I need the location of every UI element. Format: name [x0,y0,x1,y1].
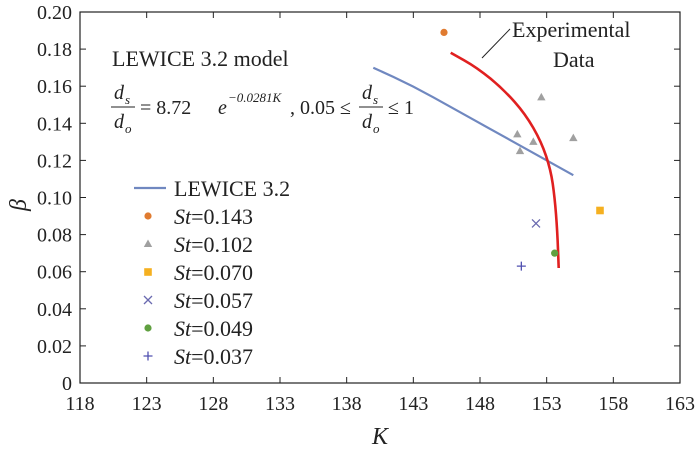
legend-marker [143,239,153,247]
y-tick-label: 0.16 [37,76,72,98]
data-point-st-0-102 [515,146,525,155]
y-tick-label: 0.14 [37,113,72,135]
y-tick-label: 0.08 [37,225,72,247]
legend-marker [144,268,152,276]
y-tick-label: 0.04 [37,299,72,321]
formula-equals: = 8.72 [140,97,191,119]
x-axis-title: K [371,424,390,449]
legend-label: St=0.057 [174,288,253,313]
legend-marker [144,212,152,220]
data-point-st-0-070 [596,206,604,215]
legend-label: St=0.102 [174,232,253,257]
y-tick-label: 0.12 [37,150,72,172]
y-tick-label: 0 [62,373,72,395]
formula-lhs-denominator: d [114,111,125,133]
formula-e: e [218,97,227,119]
formula-lhs-numerator-sub: s [125,92,130,107]
legend-marker [144,324,152,332]
data-point-st-0-057 [531,219,541,228]
x-tick-label: 128 [198,393,228,415]
x-tick-label: 123 [132,393,162,415]
formula-lhs-numerator: d [114,82,125,104]
formula-rhs-numerator-sub: s [373,92,378,107]
legend-marker [143,295,153,305]
experimental-label-line2: Data [553,47,595,72]
legend: LEWICE 3.2 St=0.143 St=0.102 St=0.070 St=0.0… [134,176,290,369]
y-tick-label: 0.18 [37,39,72,61]
legend-label: St=0.143 [174,204,253,229]
x-tick-label: 153 [532,393,562,415]
data-point-st-0-037 [516,261,526,271]
data-point-st-0-049 [551,249,559,257]
x-tick-label: 138 [332,393,362,415]
legend-label: LEWICE 3.2 [174,176,290,201]
experimental-label-line1: Experimental [512,17,631,42]
y-tick-label: 0.10 [37,188,72,210]
series-lines [372,51,574,269]
formula-range-hi: ≤ 1 [388,97,414,119]
data-point-st-0-102 [569,133,578,142]
formula-lhs-denominator-sub: o [125,121,132,136]
legend-label: St=0.070 [174,260,253,285]
legend-label: St=0.037 [174,344,253,369]
data-point-st-0-102 [513,129,522,138]
data-point-st-0-102 [529,137,538,145]
formula-exponent: −0.0281K [228,90,283,105]
formula-range-lo: , 0.05 ≤ [290,97,351,119]
axis-tick-labels: 118 123 128 133 138 143 148 153 158 163 0 0.02 0.04 0… [37,2,695,415]
legend-marker [143,351,153,361]
y-axis-title: β [6,199,32,212]
series-line-experimental-data [450,51,560,269]
series-line-lewice-3-2 [372,66,574,177]
axis-ticks [79,11,681,384]
y-tick-label: 0.20 [37,2,72,24]
model-annotation: LEWICE 3.2 model d s d o = 8.72 e −0.028… [111,46,414,136]
formula-rhs-denominator: d [362,111,373,133]
y-tick-label: 0.02 [37,336,72,358]
y-tick-label: 0.06 [37,262,72,284]
x-tick-label: 158 [598,393,628,415]
x-tick-label: 143 [398,393,428,415]
legend-label: St=0.049 [174,316,253,341]
formula-rhs-numerator: d [362,82,373,104]
formula-rhs-denominator-sub: o [373,121,380,136]
x-tick-label: 148 [465,393,495,415]
data-points [440,28,604,271]
x-tick-label: 118 [65,393,94,415]
experimental-label-leader [481,28,511,59]
x-tick-label: 133 [265,393,295,415]
model-title: LEWICE 3.2 model [112,46,289,71]
x-tick-label: 163 [665,393,695,415]
data-point-st-0-143 [440,28,448,37]
data-point-st-0-102 [537,92,546,101]
